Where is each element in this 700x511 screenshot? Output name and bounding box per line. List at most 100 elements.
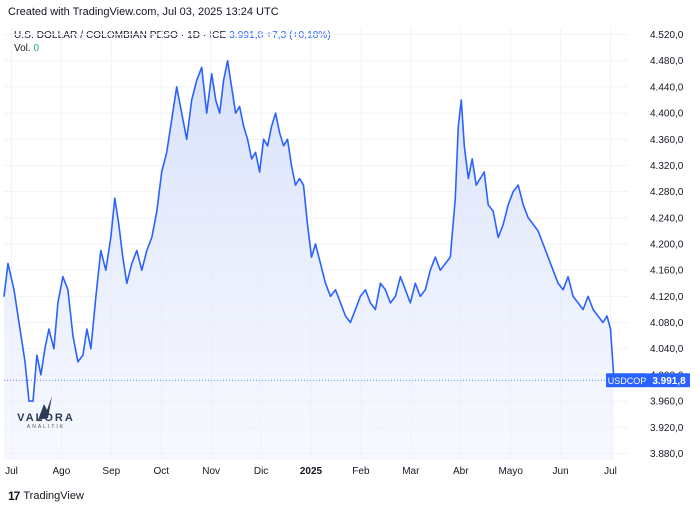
x-tick-label: Nov: [202, 466, 220, 477]
data-point: [206, 112, 208, 114]
tradingview-footer[interactable]: 17 TradingView: [8, 489, 84, 503]
data-point: [77, 361, 79, 363]
data-point: [582, 308, 584, 311]
data-point: [602, 321, 604, 324]
data-point: [32, 400, 34, 402]
data-point: [483, 171, 485, 173]
data-point: [522, 204, 524, 206]
data-point: [354, 308, 356, 311]
x-tick-label: Sep: [102, 466, 120, 477]
data-point: [67, 289, 69, 291]
data-point: [156, 210, 158, 212]
data-point: [339, 302, 342, 304]
x-tick-label: Feb: [352, 466, 370, 477]
data-point: [457, 125, 459, 127]
data-point: [609, 328, 612, 330]
last-value: 3.991,8: [229, 30, 264, 41]
symbol-badge-label: USDCOP: [608, 376, 647, 386]
data-point: [471, 158, 473, 160]
data-point: [552, 269, 554, 271]
data-point: [110, 236, 112, 239]
data-point: [28, 400, 30, 402]
y-tick-label: 4.200,0: [650, 240, 684, 251]
data-point: [40, 374, 42, 376]
price-badge: [648, 373, 690, 388]
data-point: [255, 151, 257, 153]
data-point: [409, 302, 411, 304]
axes: 3.880,03.920,03.960,04.000,04.040,04.080…: [5, 30, 684, 477]
data-point: [290, 164, 293, 167]
watermark-sub: ANALITIK: [26, 424, 66, 430]
data-point: [399, 276, 401, 278]
data-point: [334, 289, 337, 291]
data-point: [502, 223, 504, 225]
volume-value: 0: [33, 43, 40, 54]
data-point: [467, 177, 469, 180]
data-point: [306, 223, 309, 225]
data-point: [439, 269, 441, 271]
data-point: [90, 348, 92, 350]
watermark-brand: VALORA: [17, 412, 75, 424]
data-point: [7, 263, 9, 265]
data-point: [57, 302, 59, 304]
valora-watermark: VALORA ANALITIK: [16, 396, 76, 430]
data-point: [497, 236, 499, 239]
data-point: [587, 295, 589, 297]
price-badge-label: 3.991,8: [652, 376, 686, 387]
y-tick-label: 3.880,0: [650, 449, 684, 460]
area-fill: [4, 60, 614, 460]
y-tick-label: 4.400,0: [650, 109, 684, 120]
x-tick-label: Mayo: [498, 466, 523, 477]
data-point: [131, 263, 133, 265]
price-change: +7,3 (+0,18%): [266, 30, 331, 41]
volume-legend[interactable]: Vol. 0: [14, 43, 39, 54]
y-tick-label: 4.360,0: [650, 135, 684, 146]
data-point: [247, 138, 249, 140]
data-point: [404, 289, 406, 291]
data-point: [263, 138, 265, 140]
last-price-marker: USDCOP 3.991,8: [4, 373, 690, 420]
data-point: [176, 86, 178, 88]
tradingview-logo-icon: 17: [8, 489, 20, 503]
data-point: [161, 171, 163, 173]
data-point: [53, 348, 55, 350]
data-point: [434, 256, 436, 258]
y-tick-label: 4.160,0: [650, 266, 684, 277]
watermark-mark-icon: [38, 396, 52, 420]
data-point: [572, 295, 574, 297]
data-point: [359, 295, 361, 297]
data-point: [329, 295, 332, 297]
data-point: [259, 171, 261, 173]
y-tick-label: 3.920,0: [650, 423, 684, 434]
data-point: [13, 289, 15, 291]
symbol-legend[interactable]: U.S. DOLLAR / COLOMBIAN PESO · 1D · ICE …: [14, 30, 331, 41]
y-tick-label: 4.440,0: [650, 82, 684, 93]
data-point: [517, 184, 519, 186]
data-point: [606, 315, 608, 317]
data-point: [384, 289, 386, 291]
symbol-description: U.S. DOLLAR / COLOMBIAN PESO · 1D · ICE: [14, 30, 227, 41]
data-point: [279, 132, 281, 134]
x-tick-label: Abr: [453, 466, 469, 477]
y-tick-label: 4.120,0: [650, 292, 684, 303]
data-point: [424, 289, 426, 291]
x-tick-label: Jul: [604, 466, 617, 477]
x-tick-label: 2025: [300, 466, 323, 477]
data-point: [146, 249, 148, 252]
data-point: [44, 348, 46, 350]
data-point: [118, 223, 120, 225]
data-point: [186, 138, 188, 140]
data-point: [542, 243, 544, 245]
tradingview-brand: TradingView: [23, 490, 84, 502]
x-tick-label: Jul: [5, 466, 18, 477]
data-point: [302, 184, 305, 186]
data-point: [597, 315, 599, 317]
data-point: [369, 302, 371, 304]
data-point: [48, 328, 50, 330]
data-point: [319, 263, 322, 265]
data-point: [349, 321, 351, 324]
data-point: [100, 249, 102, 252]
data-point: [211, 73, 213, 75]
data-point: [166, 151, 168, 153]
